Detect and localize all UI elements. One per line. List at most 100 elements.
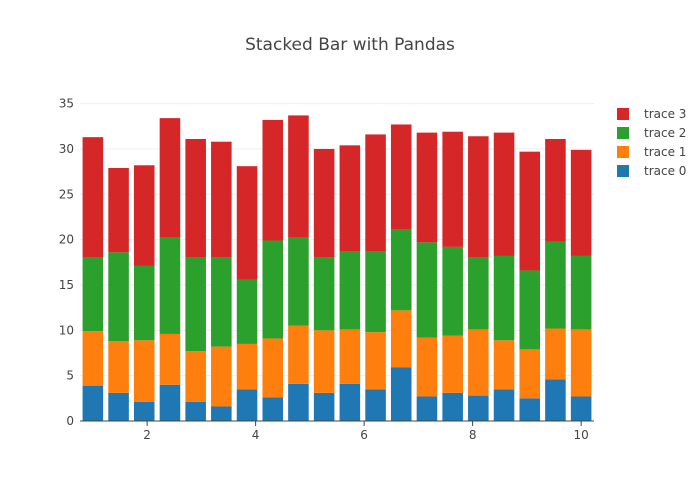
bar-trace-0[interactable] [442, 392, 463, 421]
bar-trace-2[interactable] [211, 257, 232, 347]
bar-trace-2[interactable] [313, 257, 335, 331]
bar-trace-1[interactable] [365, 332, 386, 390]
bar-trace-3[interactable] [262, 119, 284, 241]
bar-trace-3[interactable] [82, 137, 104, 258]
bar-trace-2[interactable] [390, 229, 412, 311]
bar-trace-1[interactable] [185, 351, 206, 402]
y-tick-label: 35 [59, 97, 74, 111]
bar-trace-1[interactable] [442, 335, 463, 393]
legend-swatch [617, 108, 629, 120]
bar-trace-1[interactable] [133, 340, 155, 402]
bar-trace-3[interactable] [416, 132, 438, 243]
bar-trace-2[interactable] [108, 252, 129, 342]
bar-trace-0[interactable] [390, 367, 412, 421]
bar-trace-1[interactable] [339, 329, 361, 384]
bar-trace-0[interactable] [236, 389, 258, 421]
y-tick-label: 5 [66, 369, 74, 383]
legend-swatch [617, 127, 629, 139]
bar-trace-3[interactable] [288, 115, 309, 238]
chart-title: Stacked Bar with Pandas [245, 35, 455, 55]
x-tick-label: 10 [574, 428, 589, 442]
bar-trace-0[interactable] [365, 389, 386, 421]
bar-trace-0[interactable] [519, 398, 541, 421]
bar-trace-0[interactable] [339, 383, 361, 421]
bar-trace-2[interactable] [468, 257, 489, 330]
bar-trace-3[interactable] [339, 145, 361, 252]
bar-trace-0[interactable] [313, 392, 335, 421]
bar-trace-0[interactable] [108, 392, 129, 421]
bar-trace-3[interactable] [313, 148, 335, 258]
bar-trace-1[interactable] [545, 328, 566, 380]
bar-trace-2[interactable] [442, 246, 463, 336]
bar-trace-3[interactable] [159, 118, 181, 238]
bar-trace-1[interactable] [468, 329, 489, 396]
bar-trace-2[interactable] [288, 237, 309, 326]
bar-trace-2[interactable] [185, 257, 206, 352]
legend-label: trace 1 [644, 145, 686, 159]
bar-trace-3[interactable] [133, 165, 155, 266]
legend-item-trace-1[interactable]: trace 1 [617, 145, 686, 159]
bar-trace-3[interactable] [108, 167, 129, 253]
bar-trace-3[interactable] [493, 132, 515, 256]
bar-trace-3[interactable] [545, 138, 566, 242]
bar-trace-2[interactable] [236, 279, 258, 344]
bar-trace-3[interactable] [442, 131, 463, 247]
bar-trace-3[interactable] [390, 124, 412, 230]
y-tick-label: 25 [59, 187, 74, 201]
bar-trace-3[interactable] [185, 138, 206, 258]
bar-trace-1[interactable] [211, 346, 232, 407]
bar-trace-1[interactable] [570, 329, 592, 397]
legend[interactable]: trace 3 trace 2 trace 1 trace 0 [617, 107, 686, 178]
bar-trace-1[interactable] [390, 310, 412, 368]
legend-item-trace-2[interactable]: trace 2 [617, 126, 686, 140]
bar-trace-0[interactable] [159, 384, 181, 421]
bar-trace-0[interactable] [468, 395, 489, 421]
bar-trace-1[interactable] [159, 333, 181, 385]
gridlines [80, 103, 594, 377]
legend-item-trace-0[interactable]: trace 0 [617, 164, 686, 178]
bar-trace-0[interactable] [82, 385, 104, 421]
legend-label: trace 3 [644, 107, 686, 121]
y-tick-label: 20 [59, 233, 74, 247]
bar-trace-0[interactable] [416, 396, 438, 421]
bar-trace-2[interactable] [519, 270, 541, 350]
legend-item-trace-3[interactable]: trace 3 [617, 107, 686, 121]
bar-trace-3[interactable] [468, 136, 489, 258]
bar-trace-2[interactable] [133, 265, 155, 341]
bar-trace-1[interactable] [108, 341, 129, 393]
bar-trace-1[interactable] [236, 343, 258, 390]
bar-trace-2[interactable] [262, 240, 284, 339]
bar-trace-0[interactable] [211, 406, 232, 421]
bar-trace-3[interactable] [365, 134, 386, 252]
bar-trace-1[interactable] [493, 340, 515, 390]
bar-trace-1[interactable] [262, 338, 284, 398]
bar-trace-0[interactable] [185, 401, 206, 421]
bar-trace-3[interactable] [519, 151, 541, 271]
bar-trace-2[interactable] [82, 257, 104, 332]
bar-trace-1[interactable] [82, 331, 104, 386]
bar-trace-3[interactable] [570, 149, 592, 256]
bar-trace-0[interactable] [545, 379, 566, 421]
x-tick-label: 4 [252, 428, 260, 442]
bar-trace-1[interactable] [288, 325, 309, 384]
legend-swatch [617, 146, 629, 158]
bar-trace-2[interactable] [493, 255, 515, 341]
bar-trace-0[interactable] [262, 397, 284, 421]
bar-trace-0[interactable] [288, 383, 309, 421]
bar-trace-0[interactable] [570, 396, 592, 421]
bar-trace-3[interactable] [211, 141, 232, 258]
bar-trace-1[interactable] [519, 349, 541, 399]
bar-trace-1[interactable] [313, 330, 335, 393]
bar-trace-3[interactable] [236, 166, 258, 280]
bar-trace-2[interactable] [545, 241, 566, 329]
bar-trace-2[interactable] [570, 255, 592, 330]
bar-trace-2[interactable] [159, 237, 181, 334]
legend-label: trace 0 [644, 164, 686, 178]
bar-trace-0[interactable] [493, 389, 515, 421]
bar-trace-0[interactable] [133, 401, 155, 421]
bar-trace-2[interactable] [416, 242, 438, 338]
bar-trace-1[interactable] [416, 337, 438, 397]
bar-trace-2[interactable] [365, 251, 386, 333]
bar-trace-2[interactable] [339, 251, 361, 330]
legend-swatch [617, 165, 629, 177]
